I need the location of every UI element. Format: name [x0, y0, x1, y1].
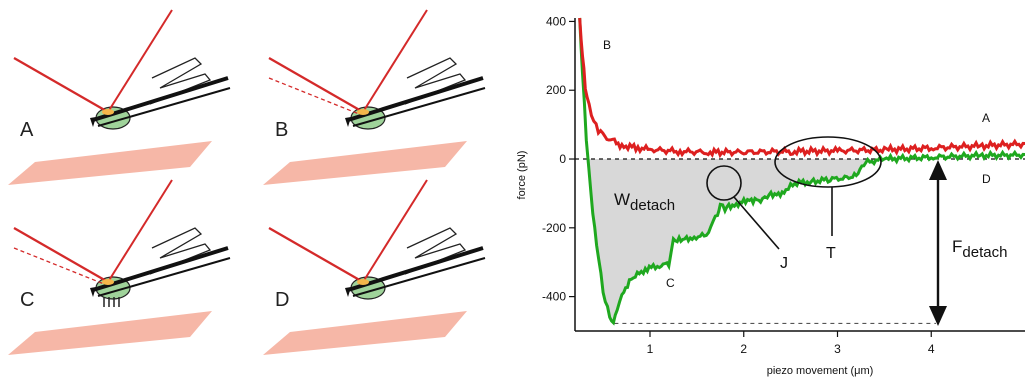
w-detach-label: Wdetach	[614, 190, 675, 214]
work-area	[579, 159, 1025, 324]
cantilever-tip	[90, 287, 96, 297]
deflected-laser	[13, 247, 105, 285]
cantilever-tip	[345, 117, 351, 127]
cantilever-holder	[149, 227, 212, 275]
reflected-laser	[107, 179, 173, 283]
reflected-laser	[362, 9, 428, 113]
x-tick-label: 4	[928, 342, 935, 356]
cantilever-beam-lower	[97, 257, 231, 297]
curve-label-d: D	[982, 172, 991, 186]
panel-label: C	[20, 289, 34, 311]
cantilever-beam-lower	[352, 257, 486, 297]
cantilever-holder	[404, 227, 467, 275]
j-marker	[706, 165, 742, 201]
schematic-panels: A B C D	[8, 9, 486, 355]
curve-label-b: B	[603, 38, 611, 52]
substrate	[263, 141, 467, 185]
panel-c: C	[8, 179, 231, 355]
cantilever-holder	[404, 57, 467, 105]
laser-spot	[102, 109, 114, 115]
panel-a: A	[8, 9, 231, 185]
force-chart: 400 200 0 -200 -400 1 2 3 4 piezo movement (μm) fo…	[516, 14, 1025, 377]
x-axis-label: piezo movement (μm)	[767, 365, 874, 377]
t-marker	[774, 136, 882, 188]
cantilever-tip	[345, 287, 351, 297]
y-tick-label: -200	[542, 221, 566, 235]
cantilever-beam	[92, 246, 229, 292]
approach-curve	[578, 17, 1025, 159]
laser-spot	[102, 279, 114, 285]
cantilever-beam	[347, 246, 484, 292]
f-detach-arrowhead-down	[929, 306, 947, 326]
incident-laser	[13, 227, 109, 283]
y-tick-label: -400	[542, 290, 566, 304]
j-leader	[733, 196, 780, 250]
cantilever-beam-lower	[97, 87, 231, 127]
x-tick-label: 2	[740, 342, 747, 356]
panel-label: D	[275, 289, 289, 311]
retraction-curve	[578, 17, 1025, 326]
cantilever-tip	[90, 117, 96, 127]
f-detach-label: Fdetach	[952, 237, 1007, 261]
f-detach-arrowhead-up	[929, 160, 947, 180]
y-tick-label: 400	[546, 14, 566, 28]
y-tick-label: 0	[559, 152, 566, 166]
panel-label: B	[275, 119, 288, 141]
curve-label-c: C	[666, 276, 675, 290]
cantilever-beam	[347, 76, 484, 122]
substrate	[263, 311, 467, 355]
panel-label: A	[20, 119, 34, 141]
j-label: J	[780, 255, 788, 272]
x-tick-label: 1	[647, 342, 654, 356]
y-tick-label: 200	[546, 83, 566, 97]
panel-b: B	[263, 9, 486, 185]
incident-laser	[13, 57, 109, 113]
substrate	[8, 141, 212, 185]
x-tick-label: 3	[834, 342, 841, 356]
deflected-laser	[268, 77, 360, 115]
incident-laser	[268, 227, 364, 283]
reflected-laser	[107, 9, 173, 113]
cantilever-beam	[92, 76, 229, 122]
substrate	[8, 311, 212, 355]
laser-spot	[357, 109, 369, 115]
incident-laser	[268, 57, 364, 113]
curve-label-a: A	[982, 111, 990, 125]
reflected-laser	[362, 179, 428, 283]
cantilever-beam-lower	[352, 87, 486, 127]
cantilever-holder	[149, 57, 212, 105]
laser-spot	[357, 279, 369, 285]
panel-d: D	[263, 179, 486, 355]
y-axis-label: force (pN)	[516, 151, 528, 200]
t-label: T	[826, 245, 836, 262]
